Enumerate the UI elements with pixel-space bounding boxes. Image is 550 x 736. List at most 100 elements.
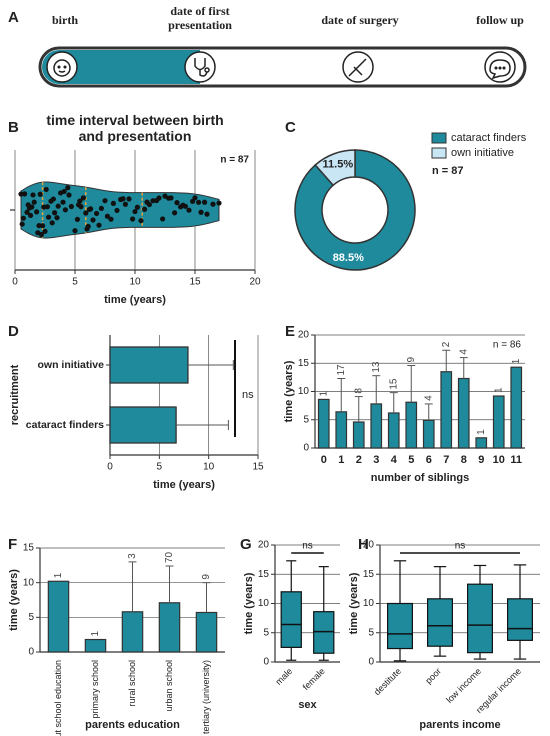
y-tick-label: 10	[23, 577, 35, 588]
dot	[196, 199, 202, 205]
x-axis-title: sex	[298, 699, 317, 711]
dot	[132, 208, 138, 215]
dot	[130, 216, 136, 222]
dot	[83, 210, 89, 216]
y-tick-label: 0	[368, 657, 374, 668]
bar	[475, 437, 488, 449]
n-label: 13	[371, 361, 382, 373]
n-label: 9	[201, 574, 212, 580]
x-tick-label: primary school	[90, 660, 100, 719]
stage-label: date of surgery	[321, 13, 399, 27]
x-tick-label: 8	[461, 454, 467, 466]
y-tick-label: 5	[263, 627, 269, 638]
x-axis-title: parents education	[85, 719, 180, 731]
n-label: 15	[388, 378, 399, 390]
y-tick-label: 10	[363, 598, 375, 609]
y-tick-label: cataract finders	[26, 419, 104, 431]
x-tick-label: urban school	[164, 660, 174, 712]
bar	[510, 366, 523, 449]
x-tick-label: 1	[338, 454, 344, 466]
n-label: 1	[511, 358, 522, 364]
x-axis-title: time (years)	[104, 294, 166, 306]
bar	[109, 406, 177, 444]
dot	[204, 211, 210, 217]
panel-label: B	[8, 119, 19, 136]
annotation: ns	[302, 541, 313, 552]
annotation: n = 86	[493, 340, 522, 351]
dot	[96, 222, 102, 228]
panel-label: D	[8, 323, 19, 340]
panel-label: H	[358, 536, 369, 553]
dot	[54, 215, 60, 221]
x-axis-title: time (years)	[153, 479, 215, 491]
x-tick-label: 6	[426, 454, 432, 466]
n-label: 9	[406, 357, 417, 363]
n-label: 8	[353, 388, 364, 394]
y-axis-title: time (years)	[243, 572, 255, 634]
dot	[86, 206, 92, 213]
y-tick-label: 20	[298, 330, 310, 341]
dot	[120, 196, 126, 202]
dot	[62, 207, 68, 213]
dot	[50, 196, 57, 202]
x-tick-label: 15	[252, 462, 264, 473]
dot	[29, 204, 35, 210]
dot	[31, 199, 37, 205]
n-label: 1	[53, 572, 64, 578]
panel-label: F	[8, 536, 17, 553]
n-label: 1	[90, 631, 101, 637]
x-tick-label: 0	[107, 462, 113, 473]
dot	[168, 195, 174, 201]
x-tick-label: 0	[12, 277, 18, 288]
y-tick-label: 15	[363, 569, 375, 580]
n-label: 4	[423, 395, 434, 401]
n-label: 70	[164, 551, 175, 563]
x-tick-label: female	[301, 666, 327, 692]
stage-label: date of first presentation	[168, 4, 232, 32]
dot	[138, 218, 144, 224]
n-label: 1	[318, 390, 329, 396]
dot	[216, 200, 222, 206]
n-label: 3	[127, 553, 138, 559]
donut-segment	[294, 149, 416, 271]
dot	[22, 191, 28, 197]
panel-label: C	[285, 119, 296, 136]
timeline-fill	[80, 50, 200, 84]
data-label: 11.5%	[323, 159, 354, 171]
dot	[102, 198, 108, 204]
box	[280, 591, 302, 648]
dot	[104, 213, 110, 219]
dot	[52, 210, 58, 216]
dot	[20, 215, 26, 221]
y-tick-label: own initiative	[37, 359, 104, 371]
x-axis-title: number of siblings	[371, 472, 469, 484]
y-axis-title: time (years)	[8, 569, 20, 631]
dot	[46, 214, 52, 220]
dot	[55, 203, 61, 209]
bar	[352, 421, 365, 449]
timeline-icons	[46, 51, 516, 83]
donut-segment	[314, 149, 356, 187]
dot	[34, 209, 40, 215]
dot	[65, 185, 71, 191]
dot	[90, 217, 96, 223]
bar	[121, 611, 144, 653]
annotation: ns	[455, 541, 466, 552]
annotation: n = 87	[220, 155, 249, 166]
x-tick-label: 10	[129, 277, 141, 288]
x-tick-label: 9	[478, 454, 484, 466]
y-tick-label: 5	[28, 612, 34, 623]
legend-swatch	[431, 132, 447, 144]
dot	[43, 186, 49, 193]
dot	[110, 200, 116, 206]
dot	[66, 192, 72, 198]
bar	[405, 401, 418, 449]
x-tick-label: without school education	[53, 660, 63, 736]
dot	[74, 216, 80, 223]
bar	[335, 411, 348, 449]
dot	[94, 210, 100, 217]
y-tick-label: 0	[28, 647, 34, 658]
legend-label: own initiative	[451, 147, 514, 159]
